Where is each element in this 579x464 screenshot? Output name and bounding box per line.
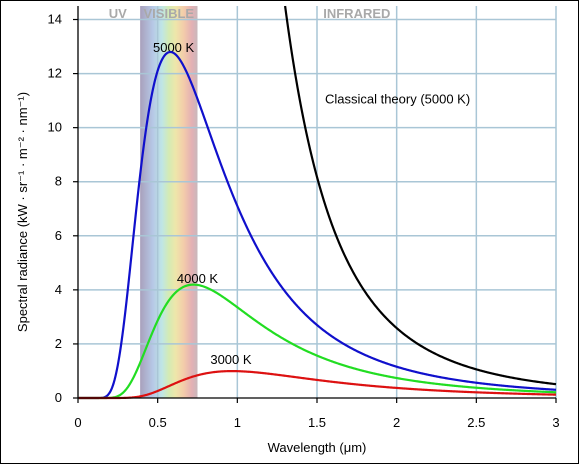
x-tick-label: 2.5 [467,415,485,430]
curve-5000-k [78,50,557,400]
region-label-visible: VISIBLE [144,6,195,21]
curve-label: Classical theory (5000 K) [325,91,470,106]
curve-4000-k [78,283,557,400]
x-tick-label: 3 [552,415,559,430]
y-tick-label: 10 [48,120,62,135]
y-tick-label: 6 [55,228,62,243]
y-axis-title: Spectral radiance (kW · sr⁻¹ · m⁻² · nm⁻… [15,92,30,332]
y-tick-label: 8 [55,174,62,189]
x-tick-label: 0.5 [149,415,167,430]
x-tick-label: 1.5 [308,415,326,430]
curve-label: 3000 K [210,352,252,367]
x-tick-label: 2 [393,415,400,430]
curve-3000-k [78,369,557,400]
x-tick-label: 1 [234,415,241,430]
y-tick-label: 12 [48,66,62,81]
y-tick-label: 14 [48,12,62,27]
curve-label: 4000 K [177,271,219,286]
y-tick-label: 4 [55,282,62,297]
visible-spectrum-band [140,6,198,398]
region-label-uv: UV [109,6,127,21]
x-axis-title: Wavelength (μm) [268,440,367,455]
x-tick-label: 0 [74,415,81,430]
curve-classical-theory-5000-k [284,5,557,386]
region-label-infrared: INFRARED [323,6,390,21]
y-tick-label: 2 [55,336,62,351]
curve-label: 5000 K [153,40,195,55]
y-tick-label: 0 [55,390,62,405]
